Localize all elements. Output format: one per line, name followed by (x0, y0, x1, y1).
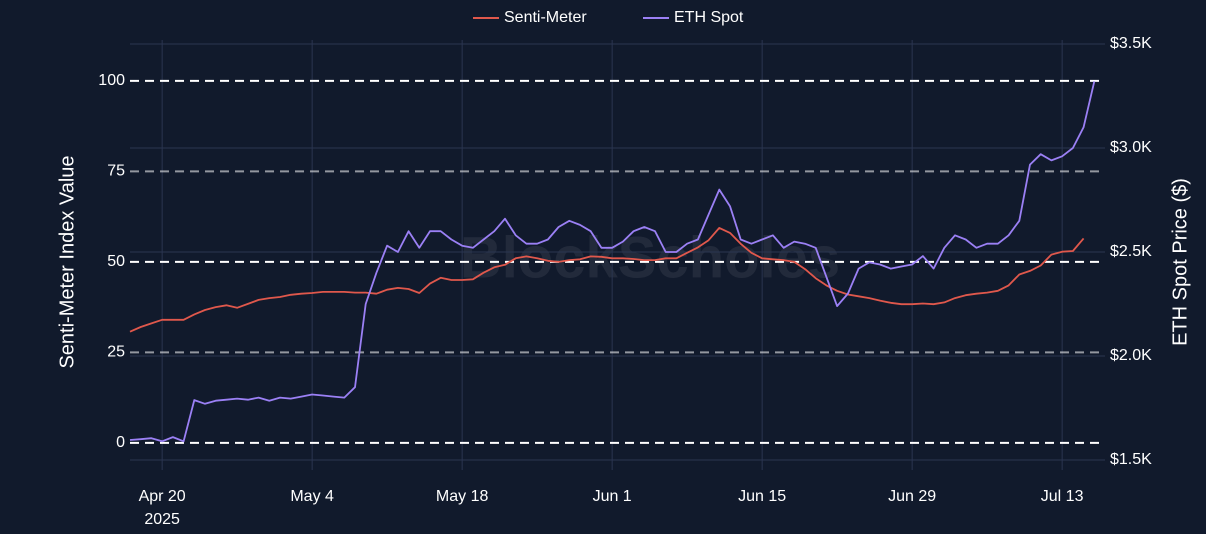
y-axis-title: Senti-Meter Index Value (56, 155, 78, 368)
x-tick-label: Jun 15 (738, 488, 786, 505)
x-tick-label: Jun 29 (888, 488, 936, 505)
y2-tick-label: $3.5K (1110, 35, 1152, 52)
legend-label: ETH Spot (674, 9, 744, 26)
y2-axis-title: ETH Spot Price ($) (1169, 178, 1191, 346)
y2-tick-label: $2.5K (1110, 243, 1152, 260)
series-line (129, 81, 1096, 443)
y2-tick-label: $3.0K (1110, 139, 1152, 156)
x-tick-label: Jul 13 (1041, 488, 1084, 505)
x-tick-label: Jun 1 (593, 488, 632, 505)
y-tick-label: 50 (107, 253, 125, 270)
x-year-label: 2025 (144, 511, 180, 528)
legend-label: Senti-Meter (504, 9, 587, 26)
x-tick-label: May 4 (290, 488, 334, 505)
y2-tick-label: $1.5K (1110, 451, 1152, 468)
y-tick-label: 100 (98, 72, 125, 89)
series-line (129, 227, 1085, 333)
x-tick-label: May 18 (436, 488, 489, 505)
x-tick-label: Apr 20 (139, 488, 186, 505)
y-tick-label: 0 (116, 434, 125, 451)
y-tick-label: 25 (107, 344, 125, 361)
y-tick-label: 75 (107, 163, 125, 180)
y2-tick-label: $2.0K (1110, 347, 1152, 364)
